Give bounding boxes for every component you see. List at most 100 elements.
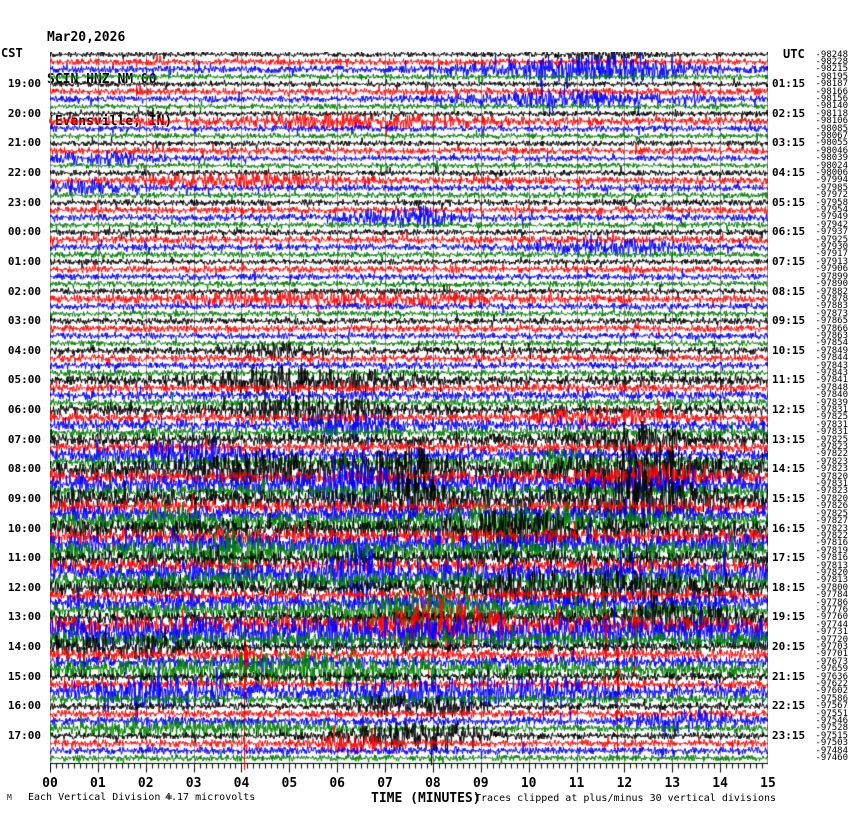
- utc-hour-label: 15:15: [772, 491, 806, 505]
- trace-offset-value: -97816: [815, 553, 848, 564]
- trace-offset-value: -97515: [815, 730, 848, 741]
- utc-hour-label: 11:15: [772, 373, 806, 387]
- x-axis-tick-label: 01: [90, 776, 106, 791]
- x-axis-title: TIME (MINUTES): [371, 791, 481, 806]
- trace-offset-value: -97949: [815, 212, 848, 223]
- utc-hour-label: 01:15: [772, 77, 806, 91]
- utc-hour-label: 06:15: [772, 225, 806, 239]
- trace-offset-value: -97839: [815, 397, 848, 408]
- trace-offset-value: -97985: [815, 182, 848, 193]
- trace-offset-value: -97786: [815, 597, 848, 608]
- utc-hour-label: 03:15: [772, 136, 806, 150]
- trace-offset-value: -97823: [815, 523, 848, 534]
- trace-offset-value: -97460: [815, 753, 848, 764]
- trace-offset-value: -98039: [815, 153, 848, 164]
- trace-offset-value: -97906: [815, 264, 848, 275]
- cst-hour-label: 15:00: [7, 669, 41, 683]
- trace-offset-value: -98006: [815, 168, 848, 178]
- scale-note-value: 4.17 microvolts: [165, 792, 256, 803]
- trace-offset-value: -97843: [815, 360, 848, 371]
- x-axis-tick-label: 07: [377, 776, 393, 791]
- trace-offset-value: -97731: [815, 627, 848, 638]
- trace-offset-value: -98228: [815, 56, 848, 67]
- trace-offset-value: -97823: [815, 464, 848, 475]
- trace-offset-value: -97622: [815, 679, 848, 690]
- right-timezone-label: UTC: [783, 47, 805, 61]
- trace-offset-value: -98024: [815, 160, 848, 171]
- trace-offset-value: -98106: [815, 116, 848, 127]
- utc-hour-label: 23:15: [772, 728, 806, 742]
- trace-offset-value: -97825: [815, 508, 848, 519]
- trace-offset-value: -97826: [815, 501, 848, 512]
- trace-offset-value: -97937: [815, 227, 848, 238]
- cst-hour-label: 12:00: [7, 580, 41, 594]
- trace-offset-value: -97823: [815, 442, 848, 453]
- trace-offset-value: -97899: [815, 271, 848, 282]
- trace-offset-value: -97825: [815, 434, 848, 445]
- trace-offset-value: -97913: [815, 256, 848, 267]
- clip-note: Traces clipped at plus/minus 30 vertical…: [475, 793, 777, 804]
- trace-offset-value: -98156: [815, 93, 848, 104]
- trace-offset-value: -98046: [815, 145, 848, 156]
- watermark-glyph: M: [7, 793, 12, 802]
- x-axis-tick-label: 04: [233, 776, 250, 791]
- trace-offset-value: -97823: [815, 486, 848, 497]
- trace-offset-value: -97813: [815, 575, 848, 586]
- trace-offset-value: -97831: [815, 405, 848, 415]
- cst-hour-label: 02:00: [7, 284, 41, 298]
- x-axis-tick-label: 14: [712, 776, 728, 791]
- trace-offset-value: -98248: [815, 49, 848, 60]
- cst-hour-label: 14:00: [7, 640, 41, 653]
- x-axis-tick-label: 09: [472, 776, 489, 791]
- cst-hour-label: 13:00: [7, 610, 41, 624]
- trace-offset-value: -97586: [815, 693, 848, 704]
- x-axis-tick-label: 15: [760, 776, 776, 791]
- utc-hour-label: 10:15: [772, 343, 806, 357]
- trace-offset-value: -98187: [815, 79, 848, 90]
- trace-offset-value: -97954: [815, 205, 848, 216]
- trace-offset-value: -97822: [815, 449, 848, 460]
- trace-offset-value: -97873: [815, 308, 848, 319]
- trace-offset-value: -97602: [815, 686, 848, 697]
- cst-hour-label: 00:00: [7, 225, 41, 239]
- x-axis-tick-label: 03: [185, 776, 202, 791]
- trace-offset-value: -97827: [815, 516, 848, 527]
- trace-offset-value: -98055: [815, 138, 848, 149]
- trace-offset-value: -97820: [815, 493, 848, 504]
- utc-hour-label: 13:15: [772, 432, 806, 446]
- trace-offset-value: -97925: [815, 234, 848, 245]
- trace-offset-value: -97841: [815, 375, 848, 386]
- trace-offset-value: -97720: [815, 634, 848, 645]
- trace-offset-value: -97883: [815, 301, 848, 312]
- cst-hour-label: 03:00: [7, 314, 41, 328]
- utc-hour-label: 12:15: [772, 403, 806, 416]
- utc-hour-label: 08:15: [772, 284, 806, 298]
- trace-offset-value: -97958: [815, 197, 848, 208]
- trace-offset-value: -97844: [815, 353, 848, 364]
- trace-offset-value: -97917: [815, 249, 848, 260]
- cst-hour-label: 16:00: [7, 699, 41, 713]
- cst-hour-label: 04:00: [7, 343, 41, 357]
- trace-offset-value: -97831: [815, 419, 848, 430]
- trace-offset-value: -97822: [815, 530, 848, 541]
- trace-offset-value: -97760: [815, 612, 848, 623]
- cst-hour-label: 20:00: [7, 106, 41, 120]
- x-axis-tick-label: 08: [425, 776, 441, 791]
- trace-offset-value: -97703: [815, 642, 848, 652]
- utc-hour-label: 17:15: [772, 551, 806, 565]
- utc-hour-label: 16:15: [772, 521, 806, 535]
- trace-offset-value: -97776: [815, 604, 848, 615]
- trace-offset-value: -97825: [815, 412, 848, 423]
- utc-hour-label: 20:15: [772, 640, 806, 653]
- trace-offset-value: -97546: [815, 716, 848, 727]
- utc-hour-label: 04:15: [772, 166, 806, 179]
- left-timezone-label: CST: [1, 46, 23, 60]
- trace-offset-value: -97784: [815, 590, 848, 601]
- scale-note-label: Each Vertical Division =: [28, 792, 173, 803]
- trace-offset-value: -97942: [815, 219, 848, 230]
- x-axis-tick-label: 00: [42, 776, 58, 791]
- x-axis-tick-label: 12: [616, 776, 633, 791]
- trace-offset-value: -97831: [815, 479, 848, 490]
- cst-hour-label: 09:00: [7, 491, 41, 505]
- utc-hour-label: 07:15: [772, 254, 806, 268]
